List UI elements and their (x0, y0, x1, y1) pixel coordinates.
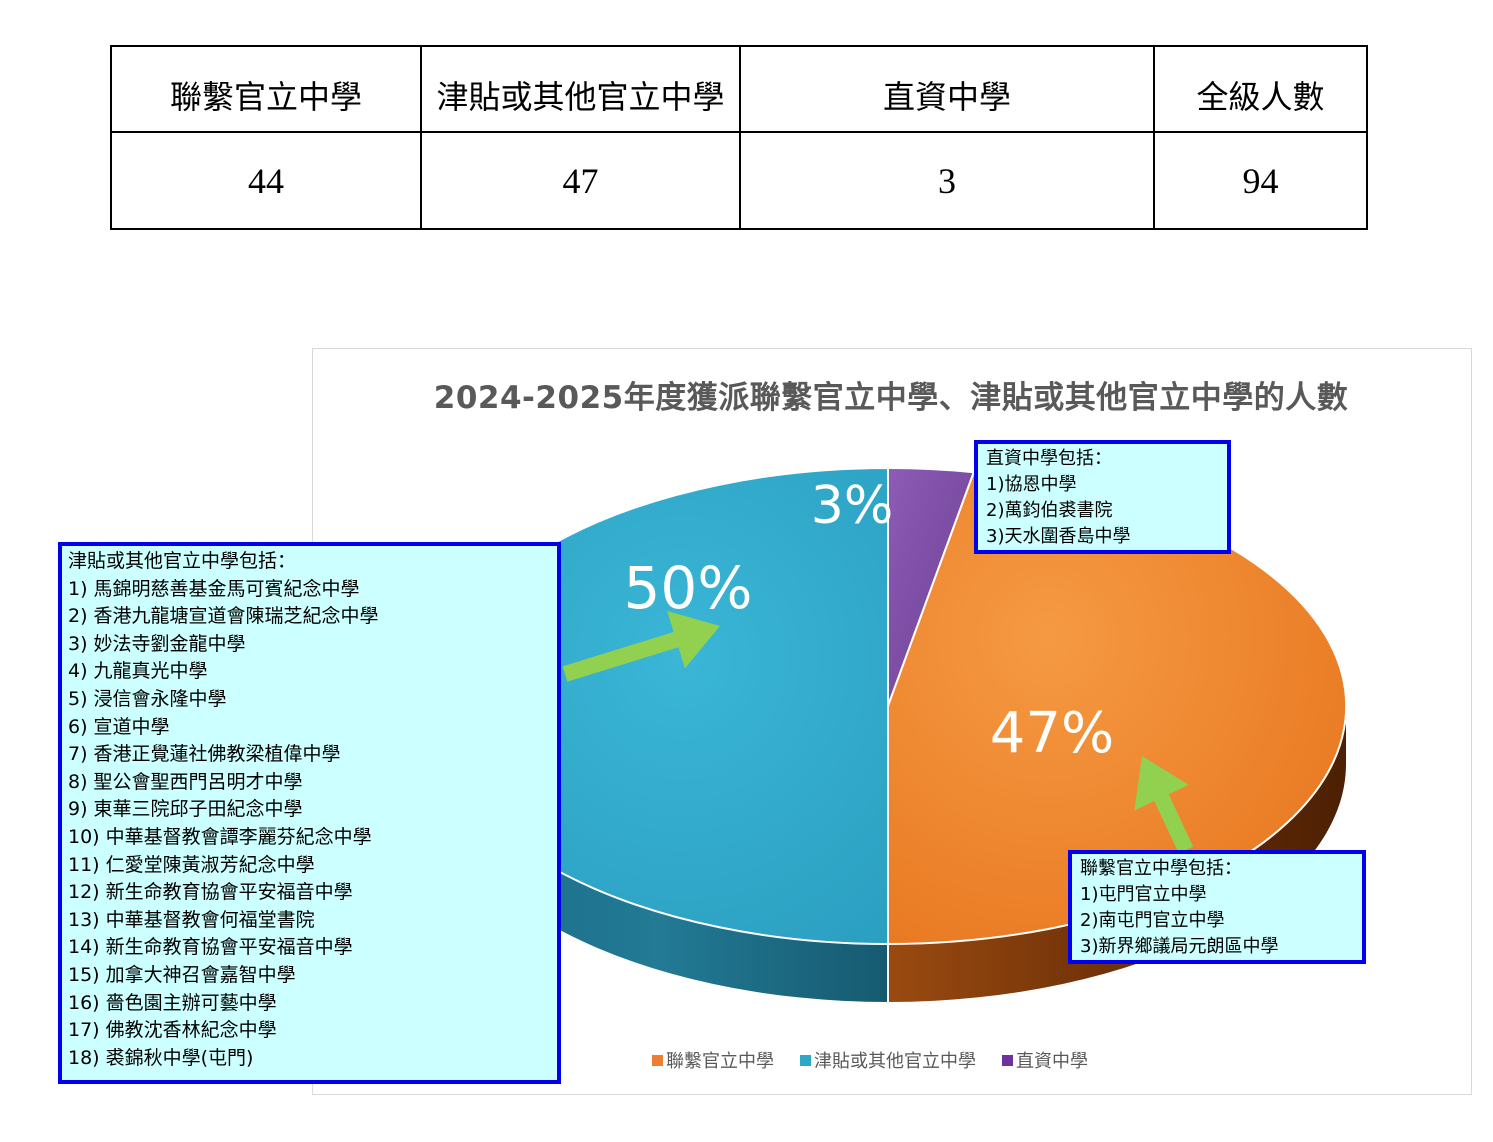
table-row: 44 47 3 94 (110, 131, 1368, 230)
legend-item-dss: 直資中學 (1002, 1047, 1088, 1073)
list-item: 2) 香港九龍塘宣道會陳瑞芝紀念中學 (68, 605, 379, 628)
header-total: 全級人數 (1153, 45, 1368, 133)
legend-item-linked-gov: 聯繫官立中學 (652, 1047, 774, 1073)
data-label-linked-gov: 47% (990, 701, 1114, 766)
list-item: 16) 嗇色園主辦可藝中學 (68, 991, 277, 1014)
arrow-to-linked-gov (1134, 756, 1194, 854)
callout-title: 直資中學包括： (986, 448, 1112, 469)
data-label-dss: 3% (811, 476, 894, 536)
callout-dss-schools: 直資中學包括： 1)協恩中學 2)萬鈞伯裘書院 3)天水圍香島中學 (974, 440, 1231, 554)
list-item: 3) 妙法寺劉金龍中學 (68, 632, 246, 655)
arrow-to-subsidized (562, 611, 720, 682)
legend-label: 直資中學 (1016, 1051, 1088, 1072)
list-item: 12) 新生命教育協會平安福音中學 (68, 881, 353, 904)
list-item: 3)新界鄉議局元朗區中學 (1080, 936, 1279, 957)
value-subsidized: 47 (420, 131, 741, 230)
callout-subsidized-schools: 津貼或其他官立中學包括： 1) 馬錦明慈善基金馬可賓紀念中學 2) 香港九龍塘宣… (58, 542, 561, 1084)
legend-label: 聯繫官立中學 (666, 1051, 774, 1072)
list-item: 1) 馬錦明慈善基金馬可賓紀念中學 (68, 577, 360, 600)
legend-label: 津貼或其他官立中學 (814, 1051, 976, 1072)
list-item: 18) 裘錦秋中學(屯門) (68, 1046, 254, 1069)
list-item: 5) 浸信會永隆中學 (68, 687, 227, 710)
list-item: 7) 香港正覺蓮社佛教梁植偉中學 (68, 743, 341, 766)
chart-title: 2024-2025年度獲派聯繫官立中學、津貼或其他官立中學的人數 (433, 380, 1349, 416)
list-item: 8) 聖公會聖西門呂明才中學 (68, 770, 303, 793)
value-linked-gov: 44 (110, 131, 422, 230)
list-item: 4) 九龍真光中學 (68, 660, 208, 683)
legend-swatch (800, 1054, 811, 1066)
header-dss: 直資中學 (739, 45, 1155, 133)
value-dss: 3 (739, 131, 1155, 230)
callout-title: 津貼或其他官立中學包括： (68, 550, 297, 572)
list-item: 6) 宣道中學 (68, 715, 170, 738)
list-item: 1)協恩中學 (986, 474, 1077, 495)
list-item: 11) 仁愛堂陳黃淑芳紀念中學 (68, 853, 315, 876)
table-header-row: 聯繫官立中學 津貼或其他官立中學 直資中學 全級人數 (110, 45, 1368, 133)
list-item: 3)天水圍香島中學 (986, 526, 1131, 547)
header-subsidized: 津貼或其他官立中學 (420, 45, 741, 133)
header-linked-gov: 聯繫官立中學 (110, 45, 422, 133)
list-item: 13) 中華基督教會何福堂書院 (68, 908, 315, 931)
callout-linked-gov-schools: 聯繫官立中學包括： 1)屯門官立中學 2)南屯門官立中學 3)新界鄉議局元朗區中… (1068, 850, 1366, 964)
value-total: 94 (1153, 131, 1368, 230)
list-item: 9) 東華三院邱子田紀念中學 (68, 798, 303, 821)
list-item: 2)南屯門官立中學 (1080, 910, 1225, 931)
list-item: 15) 加拿大神召會嘉智中學 (68, 963, 296, 986)
callout-title: 聯繫官立中學包括： (1080, 858, 1242, 879)
legend-swatch (1002, 1054, 1013, 1066)
legend-item-subsidized: 津貼或其他官立中學 (800, 1047, 976, 1073)
list-item: 14) 新生命教育協會平安福音中學 (68, 936, 353, 959)
data-label-subsidized: 50% (624, 554, 753, 622)
summary-table: 聯繫官立中學 津貼或其他官立中學 直資中學 全級人數 44 47 3 94 (110, 45, 1368, 230)
list-item: 10) 中華基督教會譚李麗芬紀念中學 (68, 825, 372, 848)
list-item: 1)屯門官立中學 (1080, 884, 1207, 905)
legend-swatch (652, 1054, 663, 1066)
list-item: 2)萬鈞伯裘書院 (986, 500, 1113, 521)
chart-legend: 聯繫官立中學 津貼或其他官立中學 直資中學 (652, 1047, 1114, 1073)
list-item: 17) 佛教沈香林紀念中學 (68, 1019, 277, 1042)
